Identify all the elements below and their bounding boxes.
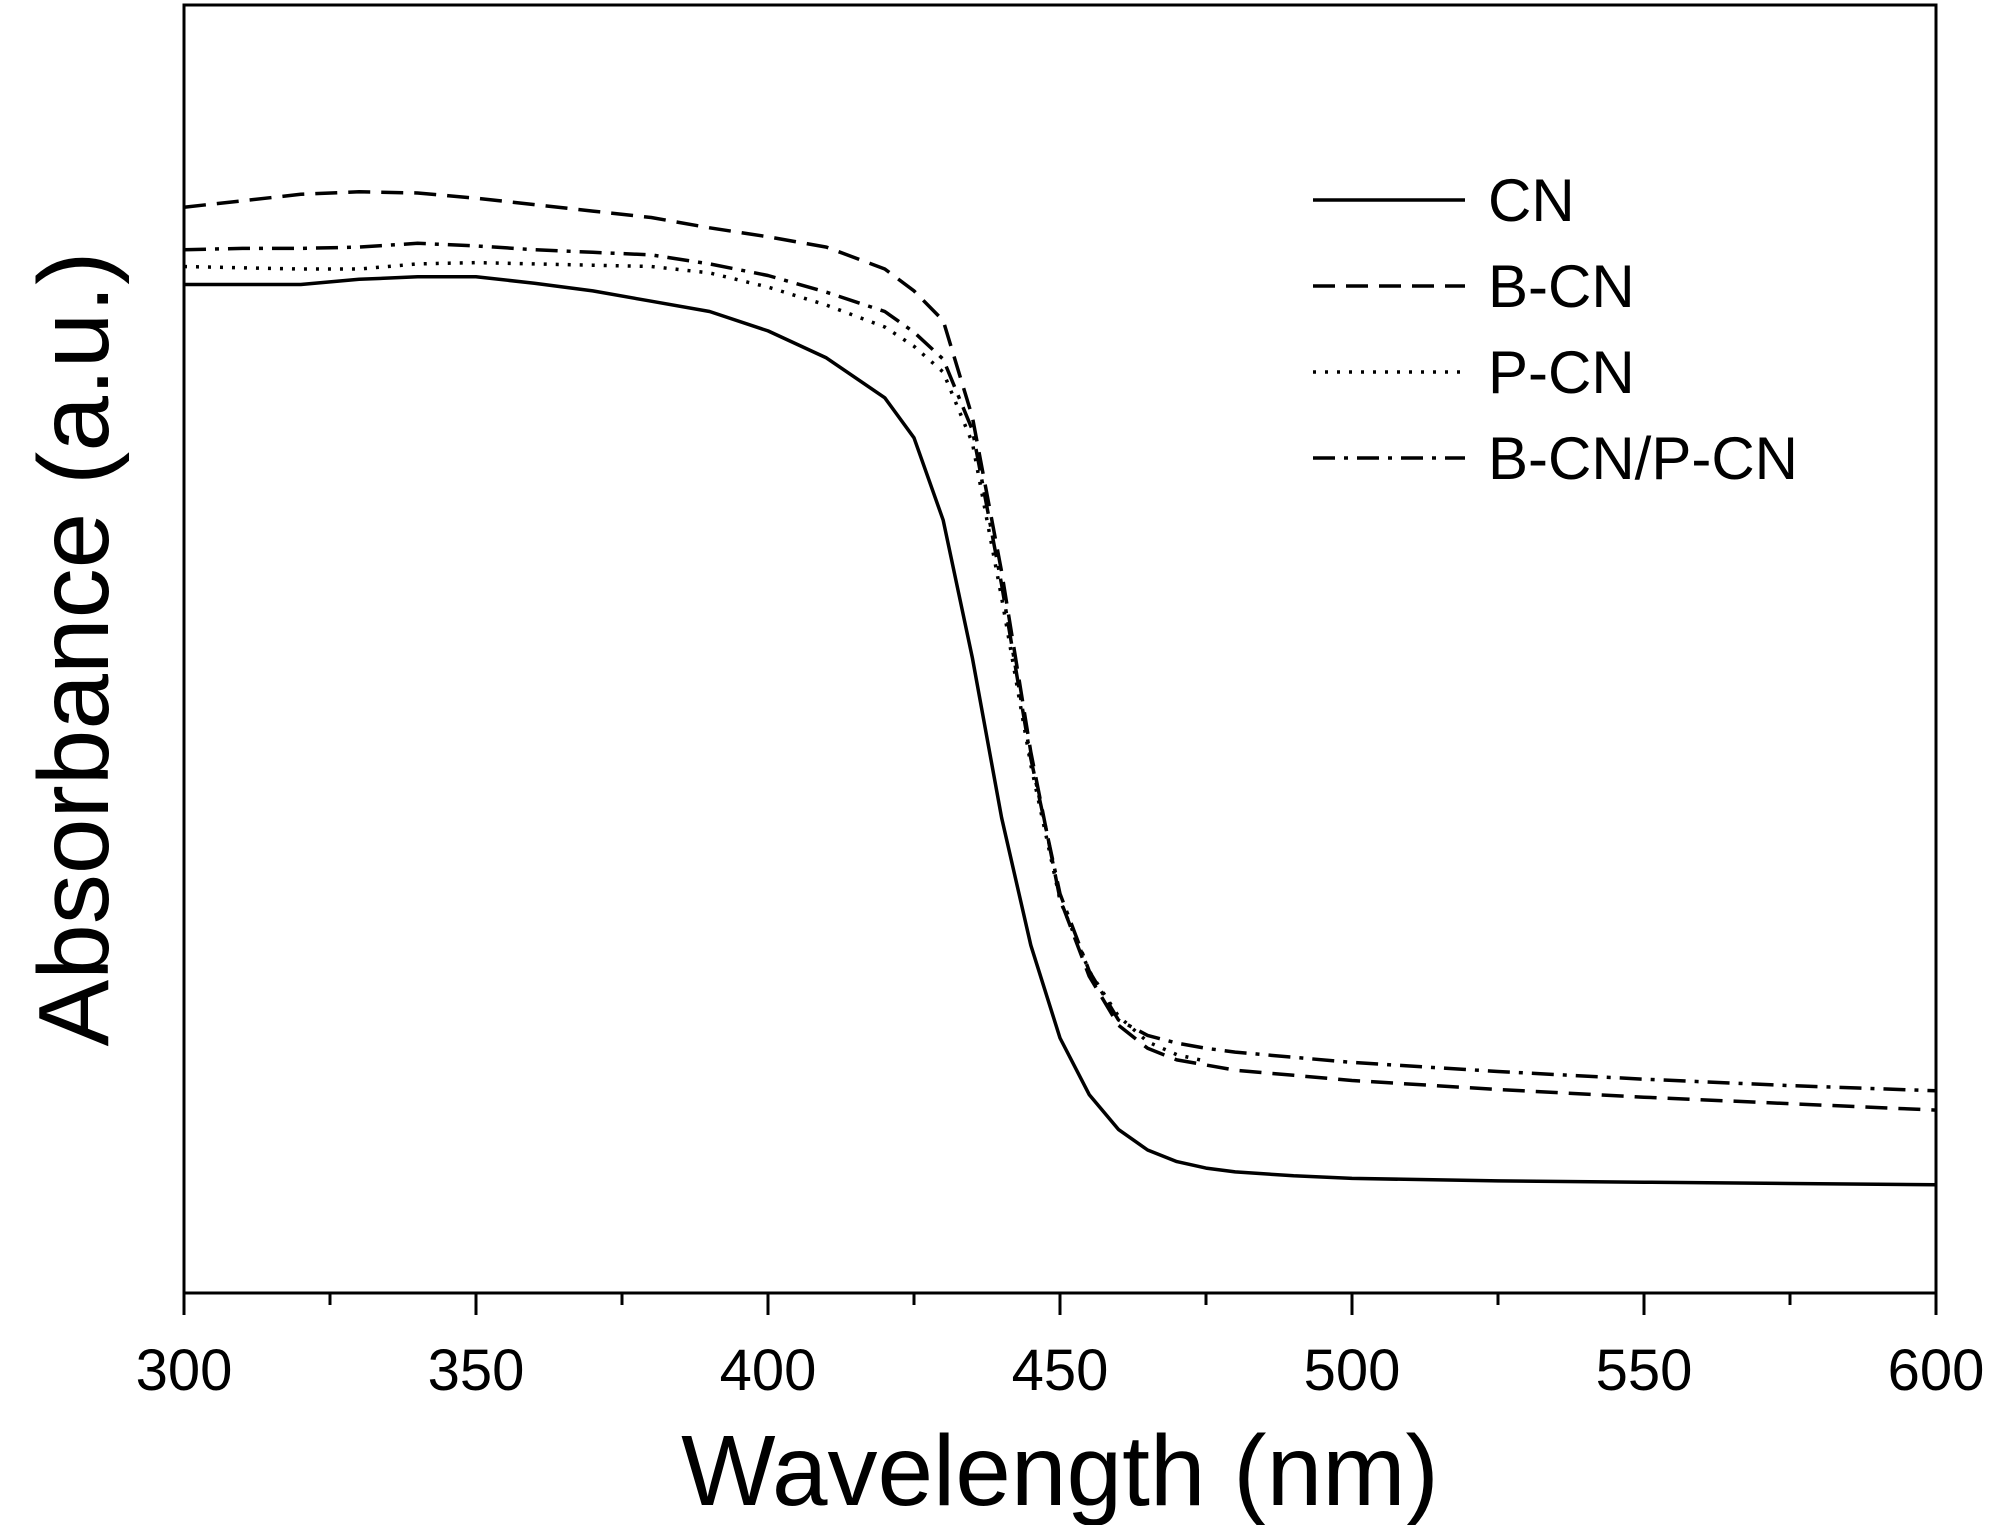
y-axis-title: Absorbance (a.u.): [18, 252, 130, 1047]
legend-label-p-cn: P-CN: [1488, 339, 1635, 406]
x-tick-label: 350: [428, 1338, 525, 1403]
legend-label-b-cn: B-CN: [1488, 253, 1635, 320]
x-tick-label: 600: [1888, 1338, 1985, 1403]
legend: CN B-CN P-CN B-CN/P-CN: [1313, 167, 1798, 492]
legend-label-b-cn-p-cn: B-CN/P-CN: [1488, 425, 1798, 492]
x-tick-label: 500: [1304, 1338, 1401, 1403]
series-line-b-cn: [183, 190, 1937, 1112]
series-line-p-cn: [183, 260, 1207, 1063]
series-lines: [183, 190, 1937, 1187]
x-axis-tick-labels: 300 350 400 450 500 550 600: [136, 1338, 1985, 1403]
series-line-cn: [184, 275, 1937, 1187]
legend-label-cn: CN: [1488, 167, 1575, 234]
x-axis-title: Wavelength (nm): [681, 1415, 1439, 1525]
series-line-b-cn-p-cn: [183, 241, 1937, 1093]
x-tick-label: 450: [1012, 1338, 1109, 1403]
x-tick-label: 400: [720, 1338, 817, 1403]
x-axis-ticks: [182, 1293, 1938, 1315]
x-tick-label: 300: [136, 1338, 233, 1403]
x-tick-label: 550: [1596, 1338, 1693, 1403]
